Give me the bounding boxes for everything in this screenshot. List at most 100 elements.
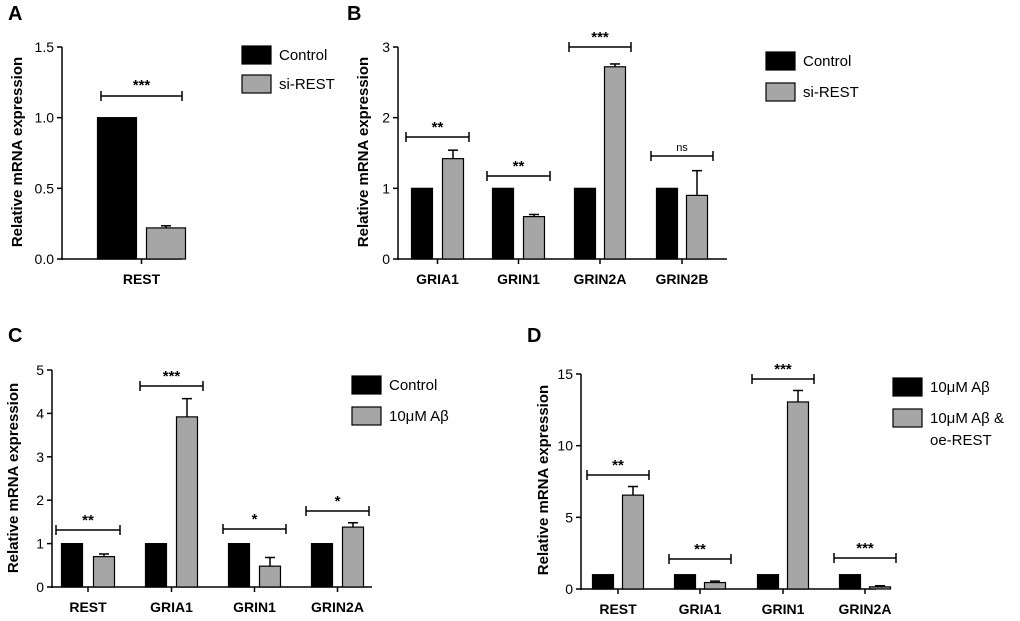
y-tick-label: 1 [382,180,390,196]
significance-label: ns [676,142,688,154]
legend: Control si-REST [241,45,335,94]
legend-label: 10μM Aβ [930,379,990,396]
chart-panel-c: C Relative mRNA expression 0 1 2 3 4 5 REST * * GRI… [5,325,449,615]
legend-label: si-REST [279,76,335,93]
bar [145,227,187,260]
x-tick-label: GRIN2B [656,271,709,287]
x-tick-label: GRIA1 [150,599,193,615]
y-tick-label: 0 [36,579,44,595]
bar [655,187,679,260]
y-tick-label: 5 [565,509,573,525]
legend-swatch [892,377,923,397]
bar [703,581,727,590]
panel-letter: B [347,3,361,25]
y-axis-label: Relative mRNA expression [9,57,26,247]
panel-letter: A [8,3,22,25]
y-axis-label: Relative mRNA expression [535,385,552,575]
significance-label: ** [513,158,525,175]
bar [621,494,645,590]
y-axis-label: Relative mRNA expression [355,57,372,247]
y-tick-label: 0.0 [35,251,55,267]
y-tick-label: 1.5 [35,39,55,55]
bar [144,542,168,588]
bar [175,416,199,588]
legend-label: si-REST [803,84,859,101]
y-tick-label: 4 [36,405,44,421]
y-tick-label: 0 [382,251,390,267]
x-tick-label: REST [123,271,161,287]
bar [310,542,334,588]
legend-swatch [892,408,923,428]
legend-swatch [351,375,382,395]
bar [522,216,546,260]
y-tick-label: 10 [557,438,573,454]
bar [868,586,892,590]
x-tick-label: REST [69,599,107,615]
x-tick-label: REST [599,601,637,617]
significance-label: ** [432,119,444,136]
significance-label: *** [774,361,792,378]
panel-letter: D [527,325,541,347]
x-tick-label: GRIN2A [839,601,892,617]
significance-label: *** [856,540,874,557]
y-tick-label: 2 [382,110,390,126]
bar [341,526,365,588]
bar [673,574,697,590]
bar [786,401,810,590]
x-tick-label: GRIN1 [762,601,805,617]
legend-label: Control [389,377,437,394]
x-tick-label: GRIA1 [679,601,722,617]
chart-panel-b: B Relative mRNA expression 0 1 2 3 GRIA1 ** GRIN… [347,3,859,287]
bar [756,574,780,590]
x-tick-label: GRIN1 [233,599,276,615]
bar [92,556,116,588]
legend: Control si-REST [765,51,859,102]
y-tick-label: 3 [382,39,390,55]
chart-panel-d: D Relative mRNA expression 0 5 10 15 REST ** GRI… [527,325,1004,617]
legend-swatch [241,74,272,94]
y-tick-label: 3 [36,449,44,465]
y-tick-label: 0 [565,581,573,597]
significance-label: *** [591,29,609,46]
legend: Control 10μM Aβ [351,375,449,426]
legend-swatch [241,45,272,65]
y-tick-label: 0.5 [35,180,55,196]
bar [258,565,282,588]
bar [491,187,515,260]
y-tick-label: 2 [36,492,44,508]
x-tick-label: GRIN1 [497,271,540,287]
x-tick-label: GRIN2A [311,599,364,615]
legend-label: Control [803,53,851,70]
bar [591,574,615,590]
bar [96,117,138,260]
panel-letter: C [8,325,22,347]
y-axis-label: Relative mRNA expression [5,383,22,573]
bar [603,66,627,260]
significance-label: *** [163,368,181,385]
bar [410,187,434,260]
bar [60,542,84,588]
legend-label: 10μM Aβ & [930,410,1004,427]
legend-swatch [765,51,796,71]
significance-label: ** [612,457,624,474]
bar [685,194,709,260]
y-tick-label: 1 [36,536,44,552]
bar [573,187,597,260]
significance-label: * [335,493,341,510]
significance-label: * [252,511,258,528]
chart-panel-a: A Relative mRNA expression 0.0 0.5 1.0 1.5 RES… [8,3,335,287]
significance-label: ** [694,541,706,558]
legend-label: 10μM Aβ [389,408,449,425]
y-tick-label: 5 [36,362,44,378]
legend-label: Control [279,47,327,64]
x-tick-label: GRIN2A [574,271,627,287]
bar [227,542,251,588]
y-tick-label: 1.0 [35,110,55,126]
significance-label: *** [133,77,151,94]
bar [441,158,465,260]
y-tick-label: 15 [557,366,573,382]
legend-label: oe-REST [930,432,992,449]
legend-swatch [765,82,796,102]
legend: 10μM Aβ 10μM Aβ & oe-REST [892,377,1004,449]
